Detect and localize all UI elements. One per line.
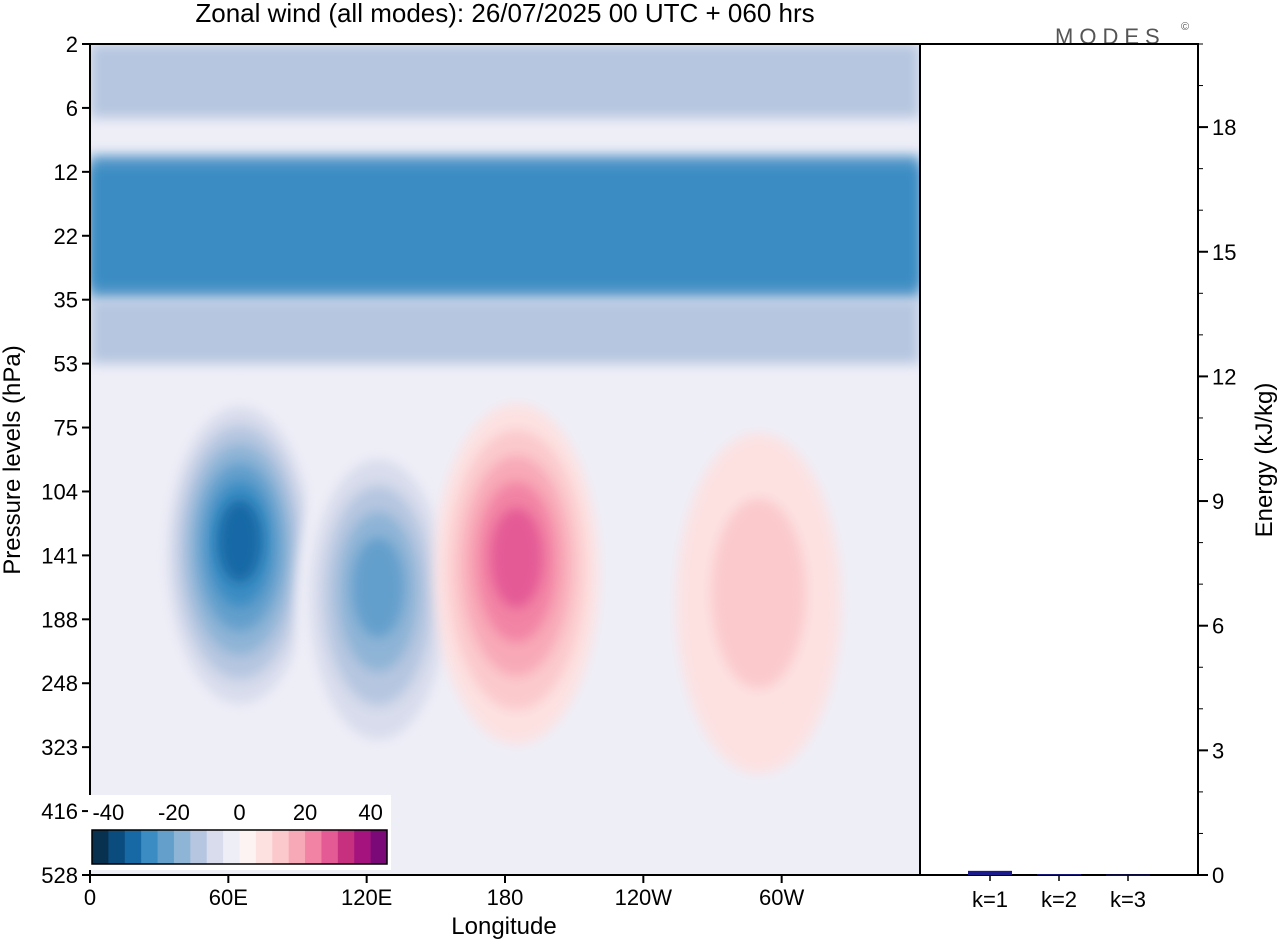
energy-tick-label: 15 [1212, 240, 1236, 265]
colorbar-tick-label: -20 [158, 800, 190, 825]
x-tick-label: 60E [209, 885, 248, 910]
wind-core-contour [711, 498, 806, 689]
colorbar-frame [91, 829, 388, 865]
y-tick-label: 22 [54, 224, 78, 249]
energy-tick-label: 18 [1212, 115, 1236, 140]
band-core [90, 44, 920, 118]
x-tick-label: 0 [84, 885, 96, 910]
y-tick-label: 528 [41, 863, 78, 888]
colorbar-swatch [272, 830, 290, 864]
colorbar-tick-label: 40 [358, 800, 382, 825]
x-tick-label: 120W [615, 885, 673, 910]
energy-tick-label: 3 [1212, 738, 1224, 763]
y-tick-label: 35 [54, 288, 78, 313]
wind-core-contour [490, 507, 543, 608]
colorbar-swatch [223, 830, 240, 864]
x-tick-label: 120E [341, 885, 392, 910]
colorbar-swatch [92, 830, 109, 864]
x-tick-label: 60W [759, 885, 804, 910]
colorbar: -40 -20 0 20 40 [88, 795, 391, 870]
y-axis-label: Pressure levels (hPa) [0, 345, 26, 574]
band-transition [90, 299, 920, 364]
y-tick-label: 188 [41, 607, 78, 632]
colorbar-swatch [370, 830, 388, 864]
colorbar-swatch [206, 830, 224, 864]
energy-bar [1037, 874, 1081, 876]
x-tick-label: 180 [487, 885, 524, 910]
energy-bar-chart: 0 3 6 9 12 15 18 k=1 k=2 k=3 [968, 43, 1236, 912]
heatmap-plot [90, 44, 920, 875]
y-tick-label: 53 [54, 352, 78, 377]
energy-category-label: k=1 [972, 887, 1008, 912]
x-axis-label: Longitude [451, 913, 556, 940]
energy-axis-label: Energy (kJ/kg) [1251, 383, 1278, 538]
energy-tick-label: 9 [1212, 489, 1224, 514]
colorbar-swatch [157, 830, 175, 864]
heatmap-bands [90, 44, 920, 364]
y-tick-label: 416 [41, 799, 78, 824]
y-tick-label: 2 [66, 32, 78, 57]
x-axis: 0 60E 120E 180 120W 60W [84, 875, 805, 910]
y-tick-label: 12 [54, 160, 78, 185]
colorbar-swatch [255, 830, 273, 864]
y-tick-label: 323 [41, 735, 78, 760]
y-tick-label: 104 [41, 479, 78, 504]
energy-tick-label: 6 [1212, 614, 1224, 639]
energy-tick-label: 0 [1212, 863, 1224, 888]
energy-category-label: k=2 [1041, 887, 1077, 912]
heatmap-cores [157, 388, 841, 774]
wind-core-contour [217, 499, 262, 583]
y-tick-label: 248 [41, 671, 78, 696]
wind-core-contour [352, 537, 405, 638]
colorbar-swatch [124, 830, 142, 864]
modes-logo-mark: © [1181, 21, 1189, 33]
colorbar-swatch [288, 830, 306, 864]
y-tick-label: 75 [54, 416, 78, 441]
chart-title: Zonal wind (all modes): 26/07/2025 00 UT… [195, 0, 814, 28]
colorbar-swatch [108, 830, 126, 864]
colorbar-swatch [321, 830, 339, 864]
y-tick-label: 141 [41, 543, 78, 568]
energy-bar [968, 870, 1012, 875]
energy-category-label: k=3 [1110, 887, 1146, 912]
colorbar-tick-label: -40 [92, 800, 124, 825]
colorbar-swatch [141, 830, 159, 864]
colorbar-swatch [305, 830, 322, 864]
colorbar-tick-label: 0 [233, 800, 245, 825]
band-core [90, 165, 920, 289]
energy-panel-frame [919, 43, 1199, 876]
colorbar-swatch [337, 830, 355, 864]
colorbar-swatch [173, 830, 191, 864]
colorbar-tick-label: 20 [293, 800, 317, 825]
colorbar-swatch [354, 830, 372, 864]
y-axis: 2 6 12 22 35 53 75 104 141 188 248 323 416 528 [41, 32, 90, 888]
colorbar-swatch [190, 830, 208, 864]
colorbar-swatch [239, 830, 257, 864]
energy-tick-label: 12 [1212, 364, 1236, 389]
y-tick-label: 6 [66, 96, 78, 121]
